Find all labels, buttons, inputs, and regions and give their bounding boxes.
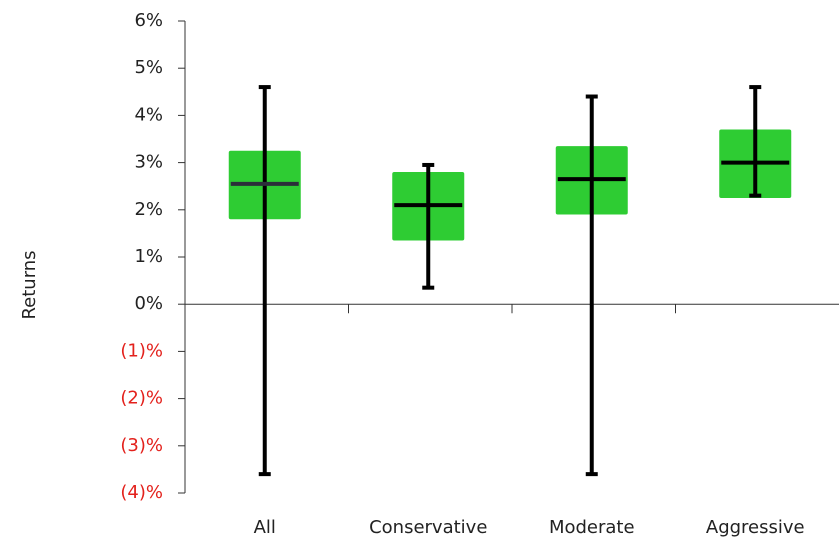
y-tick-label: 4% bbox=[134, 104, 163, 125]
x-tick-label: Conservative bbox=[369, 517, 487, 538]
y-tick-label: 0% bbox=[134, 293, 163, 314]
y-tick-label: 6% bbox=[134, 10, 163, 31]
y-tick-label: (4)% bbox=[120, 482, 163, 503]
y-tick-label: (1)% bbox=[120, 340, 163, 361]
x-tick-label: All bbox=[254, 517, 276, 538]
y-axis-label: Returns bbox=[19, 250, 40, 319]
y-tick-label: 1% bbox=[134, 246, 163, 267]
x-tick-label: Aggressive bbox=[706, 517, 805, 538]
y-tick-label: (2)% bbox=[120, 388, 163, 409]
y-tick-label: 5% bbox=[134, 57, 163, 78]
y-tick-label: (3)% bbox=[120, 435, 163, 456]
y-tick-label: 3% bbox=[134, 152, 163, 173]
y-tick-label: 2% bbox=[134, 199, 163, 220]
x-tick-label: Moderate bbox=[549, 517, 635, 538]
